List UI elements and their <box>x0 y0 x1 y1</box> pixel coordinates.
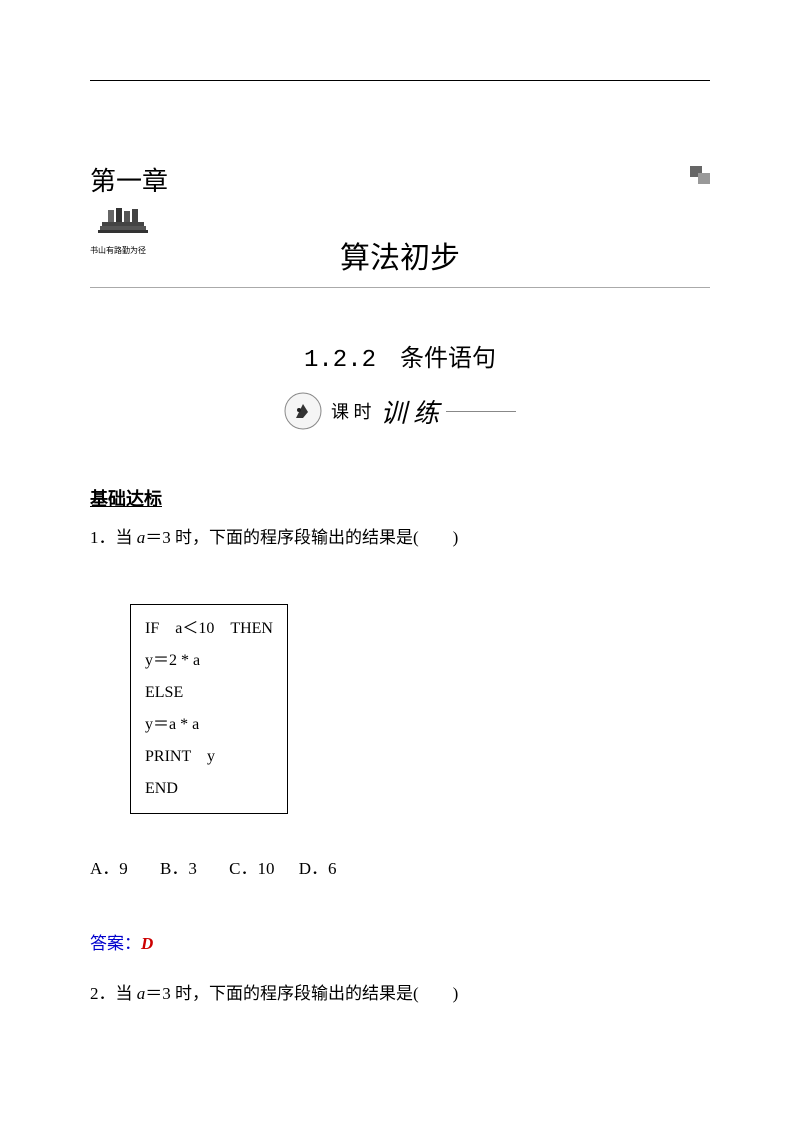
answer-value: D <box>141 934 153 953</box>
option-d: D．6 <box>299 854 337 879</box>
book-caption: 书山有路勤为径 <box>90 245 155 256</box>
question-1-options: A．9 B．3 C．10 D．6 <box>90 854 710 879</box>
section-title: 1.2.2 条件语句 <box>90 338 710 374</box>
q2-prefix: 当 <box>116 984 137 1003</box>
badge-underline <box>446 411 516 412</box>
training-badge: 课 时 训 练 <box>90 392 710 430</box>
code-line: ELSE <box>145 677 273 709</box>
code-line: y＝2 * a <box>145 645 273 677</box>
question-2-text: 2．当 a＝3 时，下面的程序段输出的结果是( ) <box>90 979 710 1010</box>
q2-condition: ＝3 时，下面的程序段输出的结果是( ) <box>145 984 458 1003</box>
chapter-header: 第一章 书山有路勤为径 算法初步 <box>90 161 710 277</box>
main-title: 算法初步 <box>90 233 710 277</box>
chapter-label: 第一章 <box>90 161 710 198</box>
book-icon: 书山有路勤为径 <box>90 208 155 256</box>
option-b: B．3 <box>160 854 197 879</box>
header-divider <box>90 287 710 288</box>
code-line: IF a＜10 THEN <box>145 613 273 645</box>
option-c: C．10 <box>229 854 274 879</box>
basic-section-label: 基础达标 <box>90 485 162 511</box>
code-line: PRINT y <box>145 741 273 773</box>
top-divider <box>90 80 710 81</box>
code-line: END <box>145 773 273 805</box>
question-1-code-box: IF a＜10 THEN y＝2 * a ELSE y＝a * a PRINT … <box>130 604 288 814</box>
q2-number: 2． <box>90 984 116 1003</box>
badge-text-small: 课 时 <box>331 398 372 424</box>
code-line: y＝a * a <box>145 709 273 741</box>
q1-prefix: 当 <box>116 528 137 547</box>
q1-number: 1． <box>90 528 116 547</box>
q2-var: a <box>137 984 146 1003</box>
answer-label: 答案： <box>90 934 141 953</box>
corner-decoration-icon <box>690 166 710 184</box>
badge-text-large: 训 练 <box>380 393 439 430</box>
option-a: A．9 <box>90 854 128 879</box>
question-1-text: 1．当 a＝3 时，下面的程序段输出的结果是( ) <box>90 523 710 554</box>
question-1-answer: 答案：D <box>90 929 710 954</box>
badge-circle-icon <box>284 392 322 430</box>
q1-condition: ＝3 时，下面的程序段输出的结果是( ) <box>145 528 458 547</box>
q1-var: a <box>137 528 146 547</box>
